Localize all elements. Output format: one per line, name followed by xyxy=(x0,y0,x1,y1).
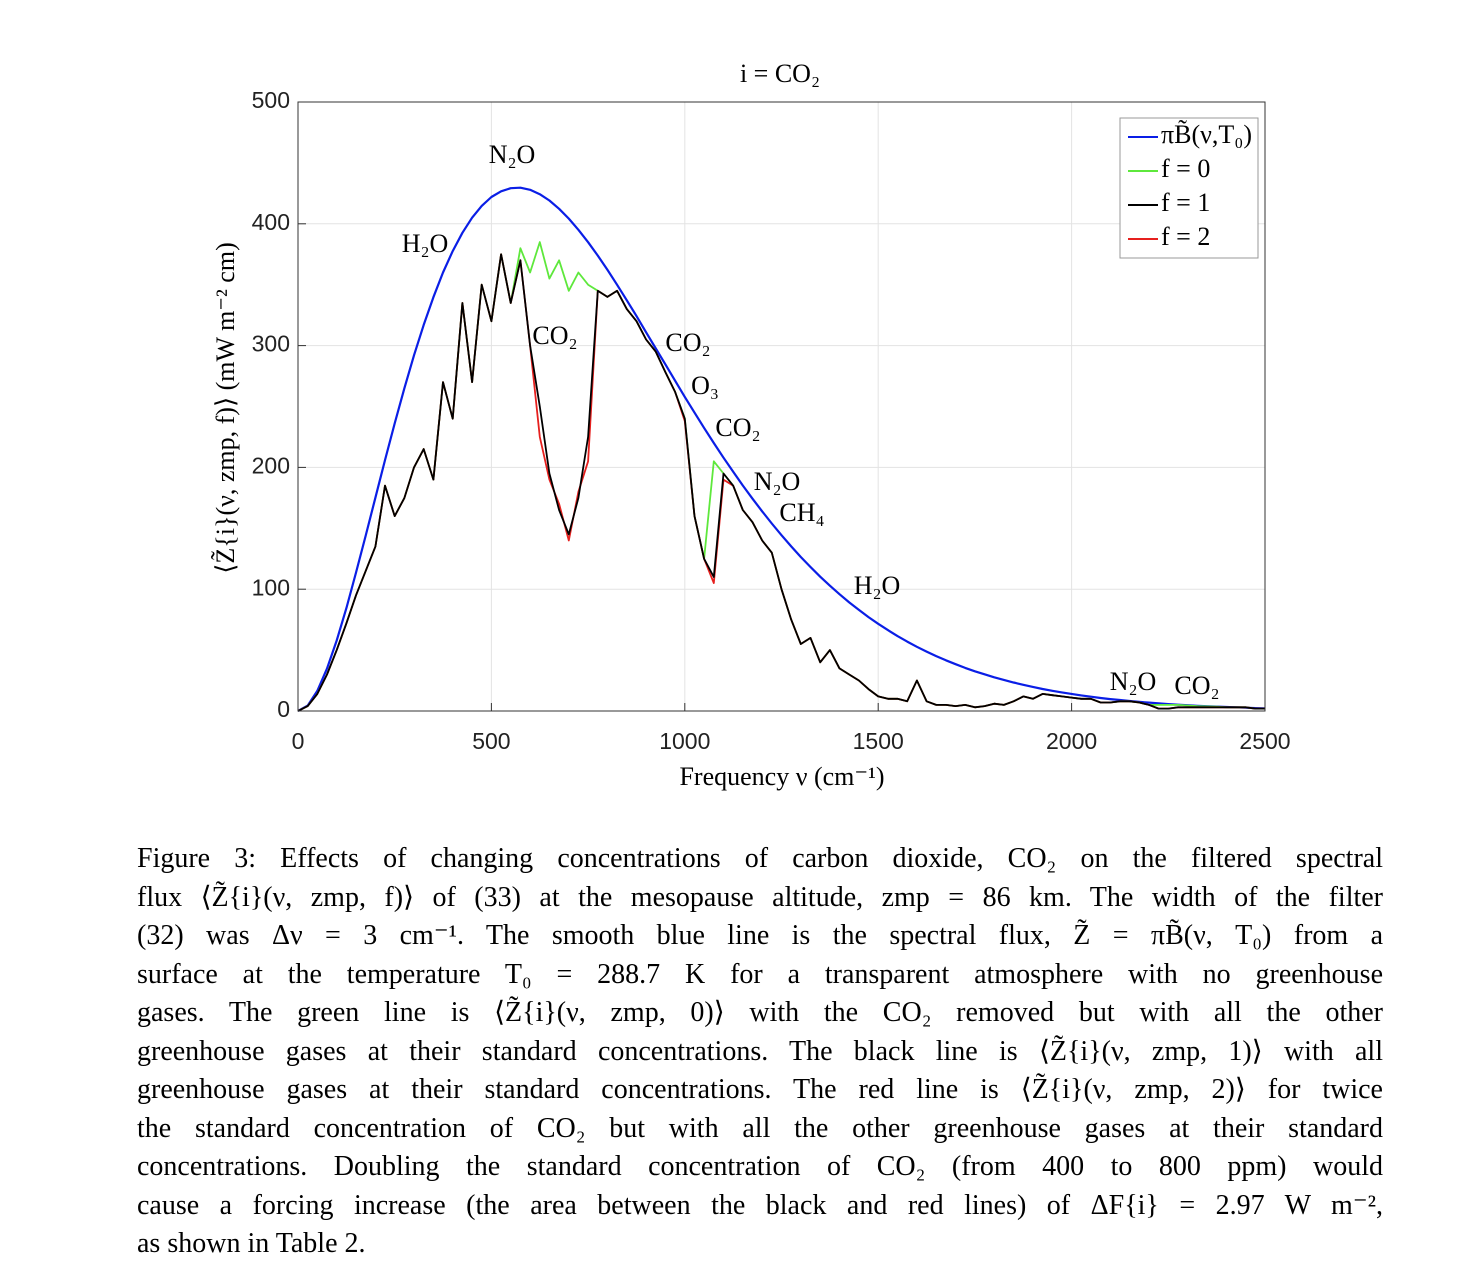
y-tick-label: 400 xyxy=(252,209,290,235)
caption-line: as shown in Table 2. xyxy=(137,1228,366,1259)
chart: i = CO₂ Frequency ν (cm⁻¹) ⟨Z̃{i}(ν, zmp… xyxy=(211,59,1291,791)
legend-label: f = 2 xyxy=(1161,222,1210,251)
annotation: CH₄ xyxy=(779,498,824,527)
y-tick-label: 0 xyxy=(277,696,290,722)
annotation: CO₂ xyxy=(665,328,710,357)
legend-box xyxy=(1119,117,1259,259)
legend-label: πB̃(ν,T₀) xyxy=(1161,120,1252,149)
x-tick-label: 1500 xyxy=(853,728,904,754)
caption-line: the standard concentration of CO₂ but wi… xyxy=(137,1112,1383,1144)
caption-line: Figure 3: Effects of changing concentrat… xyxy=(137,843,1383,874)
x-tick-label: 2000 xyxy=(1046,728,1097,754)
caption-line: greenhouse gases at their standard conce… xyxy=(137,1074,1383,1105)
x-tick-label: 1000 xyxy=(659,728,710,754)
series-line xyxy=(297,186,1266,712)
series-line xyxy=(297,253,1265,712)
annotation: H₂O xyxy=(402,229,449,258)
x-tick-label: 0 xyxy=(292,728,305,754)
annotation: CO₂ xyxy=(532,321,577,350)
annotation: N₂O xyxy=(1110,667,1157,696)
y-tick-label: 200 xyxy=(252,452,290,478)
axes-frame xyxy=(297,101,1266,712)
caption-line: concentrations. Doubling the standard co… xyxy=(137,1151,1383,1182)
annotation: O₃ xyxy=(691,371,719,400)
caption-line: (32) was Δν = 3 cm⁻¹. The smooth blue li… xyxy=(137,920,1383,951)
annotation: CO₂ xyxy=(715,413,760,442)
caption-line: greenhouse gases at their standard conce… xyxy=(137,1035,1383,1067)
chart-title: i = CO₂ xyxy=(740,59,820,88)
legend-label: f = 0 xyxy=(1161,154,1210,183)
y-tick-label: 500 xyxy=(252,87,290,113)
x-tick-label: 2500 xyxy=(1239,728,1290,754)
x-tick-label: 500 xyxy=(472,728,510,754)
caption-line: flux ⟨Z̃{i}(ν, zmp, f)⟩ of (33) at the m… xyxy=(137,881,1383,913)
plot-area xyxy=(298,102,1265,711)
annotation: N₂O xyxy=(489,140,536,169)
caption-line: gases. The green line is ⟨Z̃{i}(ν, zmp, … xyxy=(137,997,1383,1028)
caption: Figure 3: Effects of changing concentrat… xyxy=(137,840,1383,1264)
y-axis-label: ⟨Z̃{i}(ν, zmp, f)⟩ (mW m⁻² cm) xyxy=(211,242,240,573)
y-tick-label: 100 xyxy=(252,574,290,600)
annotation: CO₂ xyxy=(1174,671,1219,700)
legend-label: f = 1 xyxy=(1161,188,1210,217)
caption-line: surface at the temperature T₀ = 288.7 K … xyxy=(137,958,1383,990)
y-tick-label: 300 xyxy=(252,331,290,357)
annotation: N₂O xyxy=(754,467,801,496)
annotation: H₂O xyxy=(854,571,901,600)
x-axis-label: Frequency ν (cm⁻¹) xyxy=(679,762,884,791)
caption-line: cause a forcing increase (the area betwe… xyxy=(137,1189,1383,1221)
